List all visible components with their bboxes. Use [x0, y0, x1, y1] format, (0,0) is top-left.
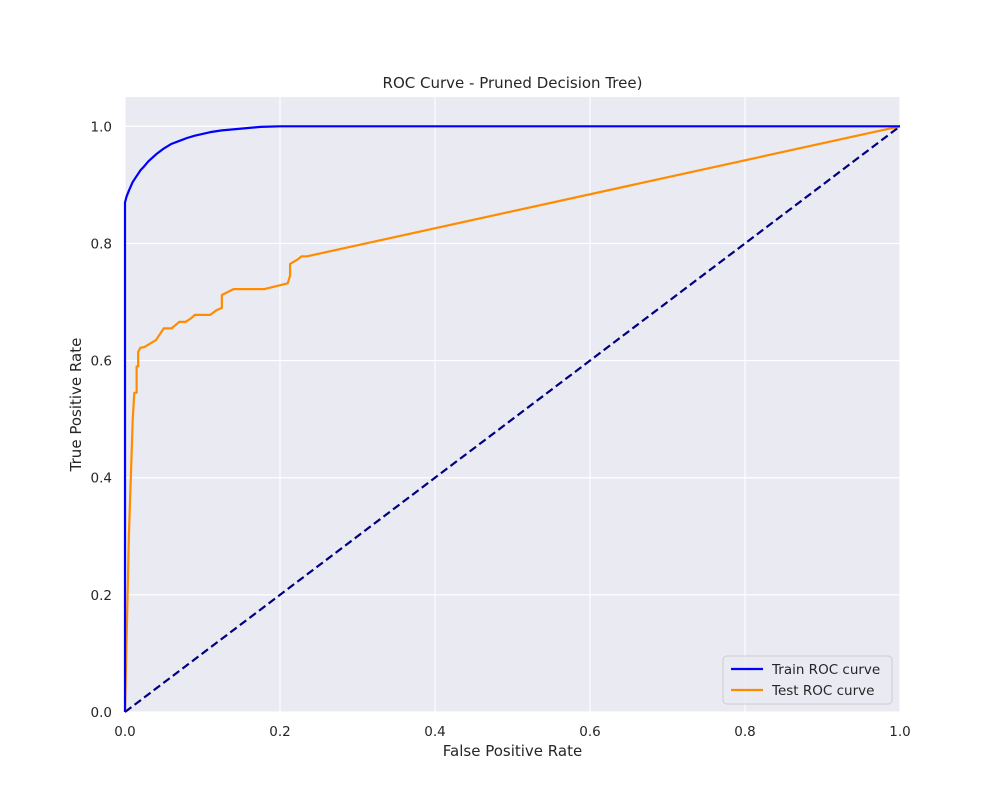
legend-box: [722, 655, 893, 705]
series-layer: [123, 125, 901, 713]
y-tick-label: 0.2: [91, 588, 112, 604]
test-roc-line: [123, 125, 901, 713]
plot-area: [125, 97, 900, 712]
chance-diagonal-line: [124, 125, 901, 713]
y-tick-label: 0.6: [91, 354, 112, 370]
grid: [124, 97, 901, 713]
legend-label-train: Train ROC curve: [771, 662, 880, 678]
chart-title: ROC Curve - Pruned Decision Tree): [383, 74, 643, 92]
y-tick-label: 1.0: [91, 119, 112, 135]
x-tick-label: 0.8: [734, 724, 755, 740]
legend-label-test: Test ROC curve: [771, 683, 874, 699]
x-axis-label: False Positive Rate: [443, 742, 582, 760]
y-tick-label: 0.0: [91, 705, 112, 721]
y-tick-label: 0.4: [91, 471, 112, 487]
y-axis-label: True Positive Rate: [67, 338, 85, 473]
x-tick-labels: 0.0 0.2 0.4 0.6 0.8 1.0: [114, 724, 910, 740]
legend: Train ROC curve Test ROC curve: [722, 655, 893, 705]
x-tick-label: 1.0: [889, 724, 910, 740]
x-tick-label: 0.6: [579, 724, 600, 740]
train-roc-line: [123, 125, 900, 712]
x-tick-label: 0.0: [114, 724, 135, 740]
x-tick-label: 0.2: [269, 724, 290, 740]
x-tick-label: 0.4: [424, 724, 445, 740]
y-tick-label: 0.8: [91, 236, 112, 252]
y-tick-labels: 0.0 0.2 0.4 0.6 0.8 1.0: [91, 119, 112, 721]
